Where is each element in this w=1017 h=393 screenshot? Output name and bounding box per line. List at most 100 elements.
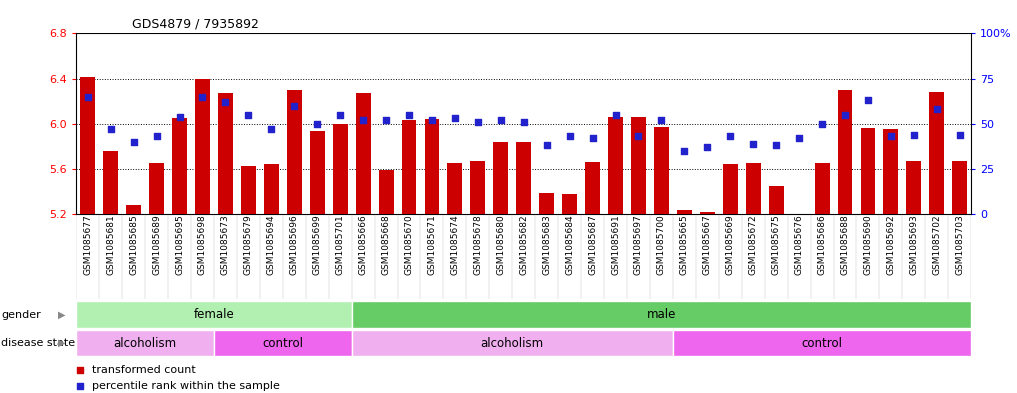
Text: GSM1085691: GSM1085691: [611, 214, 620, 275]
Bar: [80, 77, 96, 214]
Point: [859, 97, 876, 103]
Text: GSM1085672: GSM1085672: [749, 214, 758, 275]
Text: GSM1085679: GSM1085679: [244, 214, 253, 275]
Bar: [126, 205, 141, 214]
Point: [446, 115, 463, 121]
Point: [401, 112, 417, 118]
Text: transformed count: transformed count: [93, 365, 196, 375]
Bar: [76, 301, 352, 328]
Bar: [218, 93, 233, 214]
Bar: [263, 164, 279, 214]
Text: GSM1085693: GSM1085693: [909, 214, 918, 275]
Text: GSM1085677: GSM1085677: [83, 214, 93, 275]
Point: [424, 117, 440, 123]
Bar: [631, 117, 646, 214]
Text: GSM1085700: GSM1085700: [657, 214, 666, 275]
Text: GSM1085674: GSM1085674: [451, 214, 460, 275]
Text: GSM1085690: GSM1085690: [863, 214, 873, 275]
Point: [355, 117, 371, 123]
Point: [516, 119, 532, 125]
Point: [768, 142, 784, 149]
Text: GSM1085676: GSM1085676: [794, 214, 803, 275]
Bar: [654, 127, 669, 214]
Point: [71, 383, 87, 389]
Point: [837, 112, 853, 118]
Text: GSM1085688: GSM1085688: [840, 214, 849, 275]
Point: [539, 142, 555, 149]
Text: GSM1085687: GSM1085687: [588, 214, 597, 275]
Point: [240, 112, 256, 118]
Point: [791, 135, 807, 141]
Point: [929, 106, 945, 112]
Text: control: control: [262, 336, 303, 350]
Point: [470, 119, 486, 125]
Text: GSM1085666: GSM1085666: [359, 214, 367, 275]
Point: [722, 133, 738, 140]
Point: [676, 148, 693, 154]
Text: GSM1085681: GSM1085681: [106, 214, 115, 275]
Text: GSM1085694: GSM1085694: [266, 214, 276, 275]
Point: [883, 133, 899, 140]
Text: GSM1085684: GSM1085684: [565, 214, 575, 275]
Bar: [195, 79, 210, 214]
Text: GSM1085692: GSM1085692: [887, 214, 895, 275]
Text: GSM1085680: GSM1085680: [496, 214, 505, 275]
Bar: [241, 165, 256, 214]
Text: control: control: [801, 336, 842, 350]
Text: GSM1085701: GSM1085701: [336, 214, 345, 275]
Point: [332, 112, 348, 118]
Text: GDS4879 / 7935892: GDS4879 / 7935892: [132, 18, 259, 31]
Text: GSM1085698: GSM1085698: [198, 214, 207, 275]
Point: [814, 121, 830, 127]
Bar: [860, 128, 876, 214]
Text: GSM1085686: GSM1085686: [818, 214, 827, 275]
Point: [286, 103, 302, 109]
Text: disease state: disease state: [1, 338, 75, 348]
Bar: [930, 92, 944, 214]
Text: GSM1085670: GSM1085670: [405, 214, 414, 275]
Text: GSM1085685: GSM1085685: [129, 214, 138, 275]
Bar: [673, 330, 971, 356]
Text: alcoholism: alcoholism: [481, 336, 544, 350]
Bar: [700, 212, 715, 214]
Text: GSM1085689: GSM1085689: [153, 214, 161, 275]
Text: alcoholism: alcoholism: [114, 336, 177, 350]
Text: female: female: [193, 308, 234, 321]
Point: [79, 94, 96, 100]
Point: [218, 99, 234, 105]
Bar: [149, 163, 164, 214]
Bar: [769, 186, 784, 214]
Text: GSM1085673: GSM1085673: [221, 214, 230, 275]
Text: GSM1085668: GSM1085668: [381, 214, 391, 275]
Bar: [172, 118, 187, 214]
Point: [745, 141, 762, 147]
Text: GSM1085699: GSM1085699: [312, 214, 321, 275]
Point: [103, 126, 119, 132]
Text: GSM1085669: GSM1085669: [726, 214, 735, 275]
Bar: [214, 330, 352, 356]
Point: [125, 139, 141, 145]
Bar: [352, 301, 971, 328]
Bar: [471, 161, 485, 214]
Bar: [424, 119, 439, 214]
Bar: [838, 90, 852, 214]
Point: [71, 367, 87, 373]
Bar: [952, 161, 967, 214]
Text: GSM1085682: GSM1085682: [520, 214, 528, 275]
Bar: [76, 330, 214, 356]
Text: GSM1085703: GSM1085703: [955, 214, 964, 275]
Point: [700, 144, 716, 151]
Point: [148, 133, 165, 140]
Bar: [906, 161, 921, 214]
Text: gender: gender: [1, 310, 41, 320]
Text: GSM1085695: GSM1085695: [175, 214, 184, 275]
Text: GSM1085671: GSM1085671: [427, 214, 436, 275]
Bar: [539, 193, 554, 214]
Point: [263, 126, 280, 132]
Point: [172, 114, 188, 120]
Point: [492, 117, 508, 123]
Text: ▶: ▶: [58, 310, 65, 320]
Text: GSM1085667: GSM1085667: [703, 214, 712, 275]
Bar: [677, 210, 692, 214]
Bar: [517, 142, 531, 214]
